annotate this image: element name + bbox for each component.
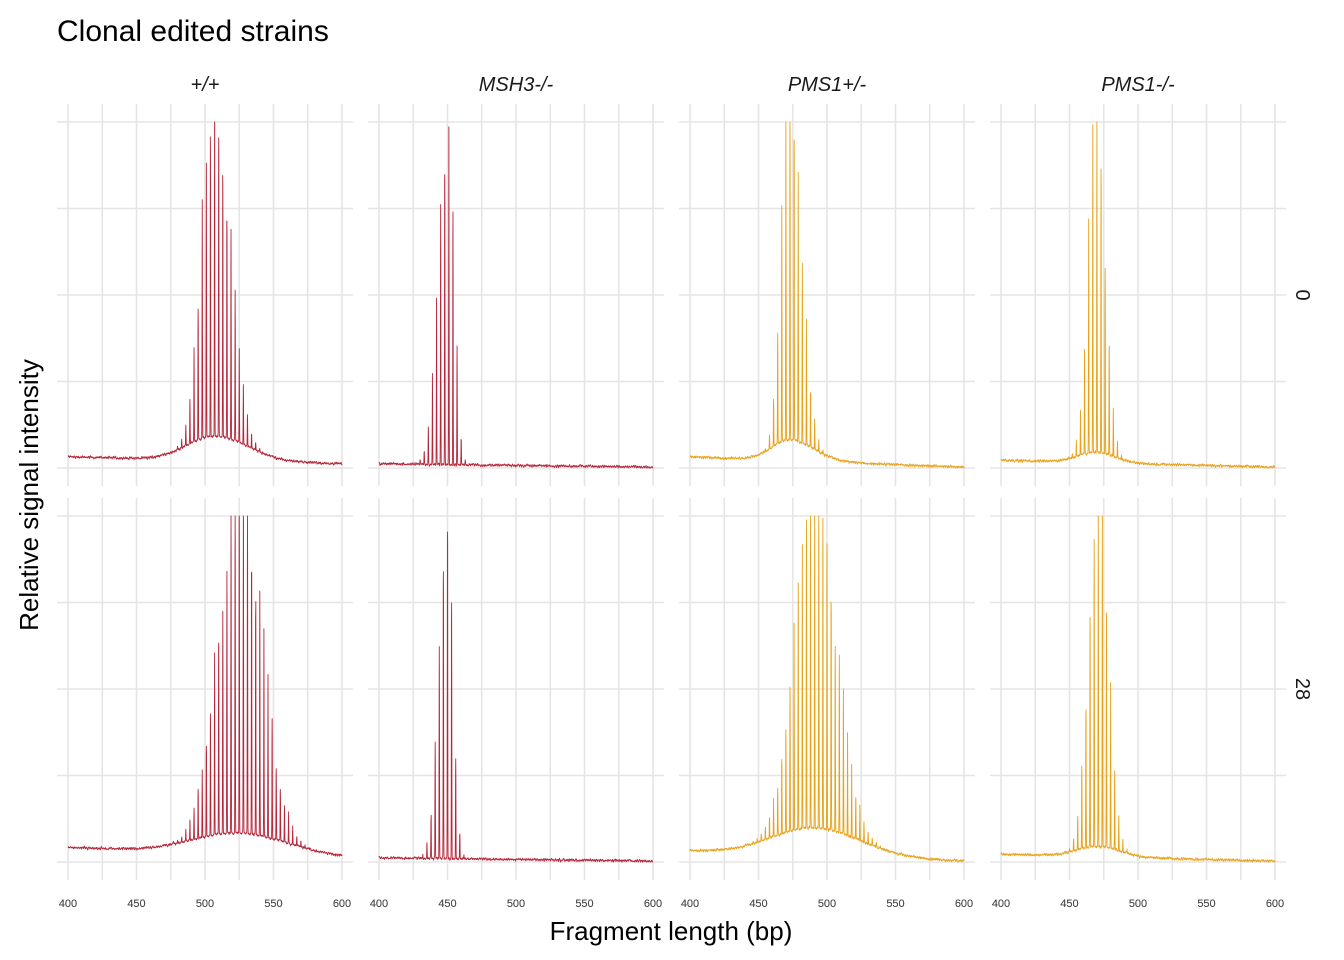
x-tick-label: 600 <box>333 898 351 910</box>
x-tick-label: 450 <box>749 898 767 910</box>
panel-gridlines <box>990 104 1286 486</box>
x-tick-label: 600 <box>955 898 973 910</box>
panel-gridlines <box>368 104 664 486</box>
x-tick-label: 500 <box>507 898 525 910</box>
x-tick-label: 600 <box>644 898 662 910</box>
row-strip-label: 0 <box>1291 289 1313 300</box>
x-tick-label: 500 <box>818 898 836 910</box>
facet-strips: +/+ MSH3-/- PMS1+/- PMS1-/- 0 28 <box>191 74 1313 700</box>
x-tick-label: 400 <box>992 898 1010 910</box>
x-tick-label: 550 <box>886 898 904 910</box>
signal-trace <box>689 515 965 863</box>
facet-panel: 400 450 500 550 600 <box>57 498 353 910</box>
x-tick-label: 500 <box>507 898 525 910</box>
x-tick-label: 550 <box>264 898 282 910</box>
facet-panels: 400 450 500 550 600 400 450 500 550 600 400 450 500 5… <box>57 104 1286 910</box>
x-tick-label: 500 <box>1129 898 1147 910</box>
x-tick-label: 550 <box>1197 898 1215 910</box>
panel-gridlines <box>368 498 664 880</box>
x-tick-label: 450 <box>438 898 456 910</box>
facet-panel: 400 450 500 550 600 <box>368 498 664 910</box>
x-tick-label: 500 <box>1129 898 1147 910</box>
x-tick-label: 450 <box>127 898 145 910</box>
panel-gridlines <box>57 498 353 880</box>
x-tick-label: 400 <box>370 898 388 910</box>
x-tick-label: 400 <box>681 898 699 910</box>
chart-title: Clonal edited strains <box>57 15 329 48</box>
x-tick-label: 450 <box>749 898 767 910</box>
x-tick-label: 400 <box>992 898 1010 910</box>
facet-panel: 400 450 500 550 600 <box>57 104 353 910</box>
x-tick-label: 500 <box>196 898 214 910</box>
facet-panel: 400 450 500 550 600 <box>990 498 1286 910</box>
x-tick-label: 500 <box>196 898 214 910</box>
x-tick-label: 550 <box>575 898 593 910</box>
x-tick-label: 400 <box>370 898 388 910</box>
facet-panel: 400 450 500 550 600 <box>679 498 975 910</box>
signal-trace <box>689 121 965 469</box>
x-tick-label: 400 <box>681 898 699 910</box>
row-strip-label: 28 <box>1291 678 1313 700</box>
x-tick-label: 450 <box>1060 898 1078 910</box>
x-tick-label: 400 <box>59 898 77 910</box>
x-tick-label: 600 <box>644 898 662 910</box>
x-tick-label: 600 <box>955 898 973 910</box>
signal-trace <box>1000 121 1276 469</box>
column-strip-label: MSH3-/- <box>479 74 554 96</box>
signal-trace <box>67 121 343 466</box>
signal-trace <box>378 126 654 469</box>
column-strip-label: PMS1-/- <box>1101 74 1175 96</box>
x-tick-label: 400 <box>59 898 77 910</box>
column-strip-label: +/+ <box>191 74 220 96</box>
signal-trace <box>1000 515 1276 863</box>
x-tick-label: 550 <box>575 898 593 910</box>
signal-trace <box>67 515 343 857</box>
panel-gridlines <box>57 104 353 486</box>
x-tick-label: 550 <box>1197 898 1215 910</box>
x-tick-label: 450 <box>438 898 456 910</box>
signal-trace <box>378 531 654 863</box>
facet-panel: 400 450 500 550 600 <box>368 104 664 910</box>
y-axis-title: Relative signal intensity <box>14 359 44 631</box>
panel-gridlines <box>679 104 975 486</box>
column-strip-label: PMS1+/- <box>788 74 867 96</box>
x-tick-label: 600 <box>1266 898 1284 910</box>
x-tick-label: 600 <box>1266 898 1284 910</box>
x-tick-label: 500 <box>818 898 836 910</box>
x-tick-label: 550 <box>264 898 282 910</box>
panel-gridlines <box>990 498 1286 880</box>
x-axis-title: Fragment length (bp) <box>550 916 793 946</box>
x-tick-label: 450 <box>1060 898 1078 910</box>
x-tick-label: 600 <box>333 898 351 910</box>
x-tick-label: 550 <box>886 898 904 910</box>
x-tick-label: 450 <box>127 898 145 910</box>
facet-panel: 400 450 500 550 600 <box>990 104 1286 910</box>
facet-panel: 400 450 500 550 600 <box>679 104 975 910</box>
